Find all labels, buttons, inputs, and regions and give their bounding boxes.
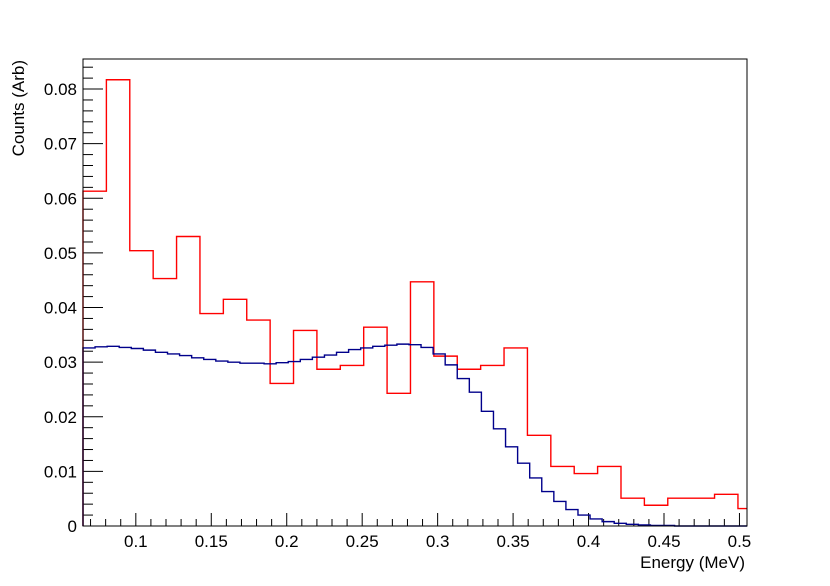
axis-ticks xyxy=(83,66,740,527)
series-2-histogram xyxy=(82,343,747,527)
y-tick-label: 0 xyxy=(68,517,77,536)
y-tick-label: 0.03 xyxy=(44,353,77,372)
y-tick-label: 0.06 xyxy=(44,189,77,208)
y-tick-label: 0.02 xyxy=(44,408,77,427)
y-tick-label: 0.01 xyxy=(44,462,77,481)
y-tick-label: 0.04 xyxy=(44,299,77,318)
x-tick-label: 0.25 xyxy=(346,532,379,551)
series-1-histogram xyxy=(82,79,747,526)
x-tick-label: 0.1 xyxy=(124,532,148,551)
x-tick-label: 0.2 xyxy=(275,532,299,551)
x-tick-label: 0.4 xyxy=(577,532,601,551)
x-tick-label: 0.3 xyxy=(426,532,450,551)
series-layer xyxy=(82,79,747,527)
y-tick-label: 0.08 xyxy=(44,80,77,99)
x-tick-label: 0.15 xyxy=(195,532,228,551)
plot-frame xyxy=(82,58,748,527)
y-tick-labels: 0 0.01 0.02 0.03 0.04 0.05 0.06 0.07 0.08 xyxy=(44,80,77,536)
y-tick-label: 0.07 xyxy=(44,135,77,154)
x-axis-label: Energy (MeV) xyxy=(640,553,745,572)
x-tick-label: 0.5 xyxy=(728,532,752,551)
x-tick-label: 0.45 xyxy=(647,532,680,551)
y-tick-label: 0.05 xyxy=(44,244,77,263)
x-tick-labels: 0.1 0.15 0.2 0.25 0.3 0.35 0.4 0.45 0.5 xyxy=(124,532,751,551)
y-axis-label: Counts (Arb) xyxy=(9,60,28,156)
x-tick-label: 0.35 xyxy=(497,532,530,551)
